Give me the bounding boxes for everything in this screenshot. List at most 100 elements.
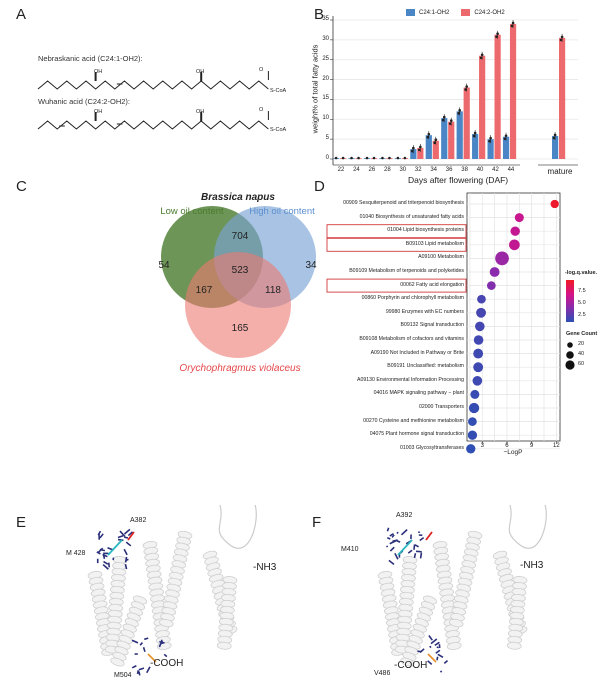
- venn-circle-orychophragmus: [185, 252, 291, 358]
- coa-label: S-CoA: [270, 88, 287, 94]
- residue-stick: [107, 562, 111, 568]
- x-tick-label: 28: [384, 167, 391, 173]
- color-legend-title: -log.q.value.: [565, 270, 598, 276]
- bar-C24:2-OH2: [509, 23, 517, 159]
- residue-stick: [413, 553, 417, 559]
- alpha-helix: [216, 576, 238, 650]
- size-legend-title: Gene Count: [566, 331, 598, 337]
- bar-chart: [330, 16, 578, 166]
- data-point: [426, 135, 430, 139]
- venn-count-high-ory: 118: [265, 285, 281, 296]
- color-legend-tick: 7.5: [578, 288, 586, 294]
- residue-stick: [144, 637, 149, 641]
- e-c-terminus: -COOH: [150, 658, 184, 669]
- data-point: [334, 156, 338, 160]
- residue-stick-cyan: [107, 539, 123, 556]
- bar-C24:2-OH2: [432, 140, 439, 159]
- residue-stick: [97, 547, 104, 554]
- bar-C24:2-OH2: [463, 87, 470, 159]
- highlight-box: [326, 278, 467, 293]
- bar-C24:1-OH2: [441, 118, 448, 159]
- x-tick-label: 34: [430, 167, 438, 173]
- x-tick-label: 3: [480, 443, 484, 449]
- residue-stick: [159, 640, 165, 644]
- pathway-label: 00270 Cysteine and methionine metabolism: [363, 417, 464, 424]
- data-point: [559, 38, 563, 42]
- x-tick-label: 32: [414, 167, 422, 173]
- alpha-helix: [400, 595, 438, 667]
- enrichment-dot: [466, 444, 476, 454]
- carbon-chain: [37, 120, 269, 130]
- coa-label: S-CoA: [270, 127, 287, 133]
- pathway-label: 01003 Glycosyltransferases: [399, 444, 464, 451]
- residue-stick: [127, 531, 134, 537]
- enrichment-dot: [472, 376, 483, 386]
- data-point: [403, 156, 407, 160]
- e-residue-m504: M504: [114, 672, 132, 679]
- helix-turn: [449, 618, 464, 628]
- bar-legend: C24:1-OH2 C24:2-OH2: [406, 9, 505, 16]
- f-residue-a392: A392: [396, 512, 413, 519]
- pathway-label: 01040 Biosynthesis of unsaturated fatty …: [359, 213, 464, 220]
- enrichment-dot: [489, 267, 500, 277]
- residue-stick: [419, 536, 425, 542]
- oh-label: OH: [94, 69, 103, 75]
- data-point: [479, 56, 483, 60]
- e-n-terminus: -NH3: [253, 562, 277, 573]
- venn-count-low-ory: 167: [195, 285, 213, 296]
- f-residue-v486: V486: [374, 670, 391, 677]
- residue-stick: [419, 552, 423, 559]
- bar-x-axis-label: Days after flowering (DAF): [408, 175, 509, 185]
- residue-stick: [430, 638, 438, 645]
- chemical-structures: [37, 71, 269, 130]
- pathway-label: 04075 Plant hormone signal transduction: [369, 431, 464, 438]
- data-point: [381, 156, 384, 160]
- panel-label-d: D: [314, 178, 325, 195]
- residue-stick: [123, 548, 128, 556]
- pathway-label: B09108 Metabolism of cofactors and vitam…: [359, 336, 464, 342]
- carbon-chain: [37, 80, 269, 90]
- x-tick-label: 38: [461, 167, 468, 173]
- pathway-label: A09130 Environmental Information Process…: [357, 376, 464, 383]
- residue-stick: [413, 544, 416, 550]
- residue-stick: [389, 540, 396, 545]
- y-tick-label: 0: [325, 155, 329, 161]
- residue-stick: [434, 641, 440, 647]
- enrichment-dot: [467, 430, 478, 440]
- alpha-helix: [110, 595, 148, 667]
- bar-C24:1-OH2: [410, 149, 417, 159]
- data-point: [341, 156, 345, 160]
- legend-swatch-c24-2: [461, 9, 471, 16]
- residue-stick: [388, 559, 395, 565]
- enrichment-dot: [514, 213, 524, 223]
- helix-turn: [159, 618, 174, 628]
- size-legend-tick: 40: [578, 351, 585, 357]
- enrichment-dot: [468, 402, 480, 414]
- residue-stick: [386, 536, 391, 540]
- loop: [508, 504, 547, 549]
- residue-stick: [414, 544, 419, 548]
- y-tick-label: 5: [325, 135, 329, 142]
- dot-x-axis-label: −LogP: [503, 449, 523, 456]
- enrichment-dot: [475, 321, 485, 332]
- panel-label-f: F: [312, 514, 322, 531]
- bar-C24:2-OH2: [448, 121, 455, 159]
- enrichment-dot: [487, 281, 496, 290]
- residue-stick: [443, 660, 449, 665]
- residue-stick: [386, 527, 390, 532]
- data-point: [396, 156, 400, 160]
- bar-C24:1-OH2: [552, 135, 559, 159]
- oh-label: OH: [196, 109, 205, 115]
- alpha-helix: [506, 576, 528, 650]
- residue-stick: [419, 648, 425, 654]
- data-point: [417, 148, 421, 152]
- alpha-helix: [432, 540, 462, 651]
- data-point: [510, 24, 514, 28]
- color-legend-tick: 2.5: [578, 312, 586, 318]
- bar-C24:1-OH2: [502, 136, 510, 159]
- residue-stick: [123, 528, 131, 535]
- legend-label-c24-2: C24:2-OH2: [474, 9, 505, 16]
- residue-stick: [427, 660, 433, 665]
- x-tick-label: mature: [547, 167, 573, 176]
- x-tick-label: 6: [505, 443, 509, 449]
